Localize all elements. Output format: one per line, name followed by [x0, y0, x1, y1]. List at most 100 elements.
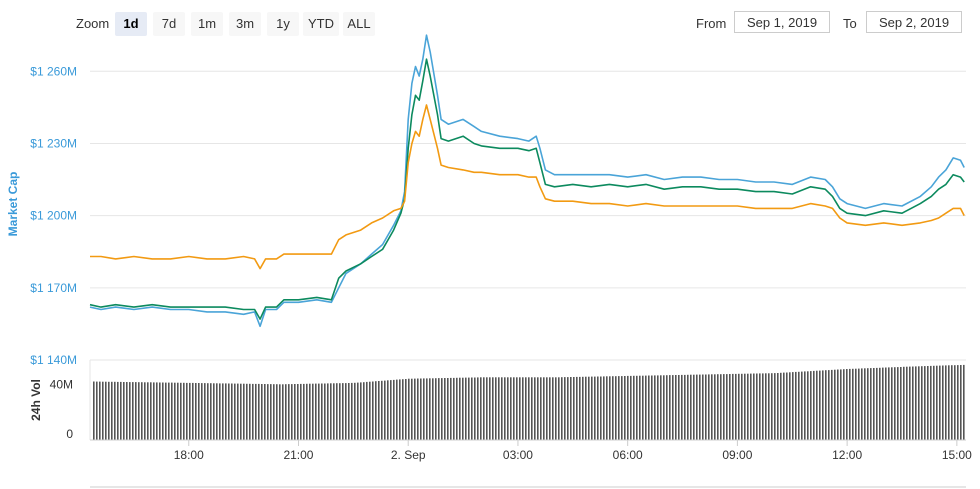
zoom-ytd-button[interactable]: YTD — [303, 12, 339, 36]
volume-bar — [108, 381, 110, 440]
zoom-1d-button[interactable]: 1d — [115, 12, 147, 36]
volume-bar — [387, 380, 389, 440]
volume-bar — [675, 375, 677, 440]
volume-bar — [186, 382, 188, 440]
volume-bar — [192, 382, 194, 440]
volume-bar — [210, 383, 212, 440]
volume-bar — [150, 382, 152, 440]
zoom-all-button[interactable]: ALL — [343, 12, 375, 36]
volume-bar — [390, 380, 392, 440]
volume-bar — [189, 382, 191, 440]
volume-bar — [894, 367, 896, 440]
volume-bar — [102, 381, 104, 440]
volume-bar — [852, 368, 854, 440]
volume-bar — [225, 383, 227, 440]
y-tick-label: $1 260M — [30, 64, 77, 78]
volume-bar — [420, 378, 422, 440]
volume-bar — [603, 376, 605, 440]
volume-bar — [444, 378, 446, 440]
to-date-input[interactable] — [866, 11, 962, 33]
volume-bar — [624, 376, 626, 440]
volume-bar — [402, 379, 404, 440]
volume-bar — [903, 366, 905, 440]
volume-bar — [774, 373, 776, 440]
volume-bar — [552, 377, 554, 440]
volume-bar — [729, 374, 731, 440]
volume-bar — [531, 377, 533, 440]
volume-bar — [735, 373, 737, 440]
volume-bar — [99, 381, 101, 440]
volume-bar — [240, 383, 242, 440]
from-date-input[interactable] — [734, 11, 830, 33]
volume-bar — [510, 377, 512, 440]
volume-bar — [897, 367, 899, 440]
volume-bar — [132, 382, 134, 440]
volume-bars — [93, 364, 965, 440]
volume-bar — [600, 376, 602, 440]
zoom-label: Zoom — [76, 16, 110, 31]
volume-bar — [888, 367, 890, 440]
zoom-1y-button[interactable]: 1y — [267, 12, 299, 36]
x-axis-ticks: 18:00 21:00 2. Sep 03:00 06:00 09:00 12:00 15:0… — [174, 440, 972, 462]
volume-bar — [786, 372, 788, 440]
volume-bar — [942, 365, 944, 440]
volume-bar — [588, 376, 590, 440]
zoom-1m-button[interactable]: 1m — [191, 12, 223, 36]
volume-bar — [519, 377, 521, 440]
volume-bar — [657, 375, 659, 440]
volume-bar — [285, 384, 287, 440]
volume-bar — [516, 377, 518, 440]
volume-bar — [537, 377, 539, 440]
volume-bar — [423, 378, 425, 440]
volume-bar — [708, 374, 710, 440]
volume-bar — [546, 377, 548, 440]
volume-bar — [693, 374, 695, 440]
volume-bar — [549, 377, 551, 440]
volume-bar — [468, 377, 470, 440]
volume-bar — [915, 366, 917, 440]
volume-bar — [507, 377, 509, 440]
volume-bar — [762, 373, 764, 440]
volume-bar — [153, 382, 155, 440]
volume-bar — [933, 365, 935, 440]
y-axis-ticks: $1 140M $1 170M $1 200M $1 230M $1 260M — [30, 64, 77, 367]
volume-bar — [213, 383, 215, 440]
volume-bar — [243, 383, 245, 440]
volume-bar — [684, 374, 686, 440]
volume-bar — [327, 383, 329, 440]
volume-bar — [924, 366, 926, 440]
volume-bar — [861, 368, 863, 440]
volume-bar — [747, 373, 749, 440]
series-line-blue — [89, 34, 965, 328]
volume-bar — [168, 382, 170, 440]
volume-bar — [780, 372, 782, 440]
volume-bar — [591, 376, 593, 440]
volume-bar — [393, 379, 395, 440]
volume-bar — [105, 381, 107, 440]
volume-bar — [198, 383, 200, 440]
volume-bar — [597, 376, 599, 440]
volume-bar — [678, 375, 680, 440]
volume-bar — [117, 381, 119, 440]
volume-bar — [930, 365, 932, 440]
volume-bar — [723, 374, 725, 440]
volume-bar — [618, 376, 620, 440]
volume-bar — [570, 377, 572, 440]
volume-bar — [870, 368, 872, 440]
volume-bar — [333, 383, 335, 440]
volume-bar — [813, 370, 815, 440]
volume-bar — [306, 383, 308, 440]
volume-bar — [396, 379, 398, 440]
zoom-7d-button[interactable]: 7d — [153, 12, 185, 36]
volume-bar — [855, 368, 857, 440]
volume-bar — [429, 378, 431, 440]
volume-bar — [354, 382, 356, 440]
volume-bar — [321, 383, 323, 440]
volume-bar — [93, 381, 95, 440]
zoom-3m-button[interactable]: 3m — [229, 12, 261, 36]
volume-bar — [606, 376, 608, 440]
volume-bar — [336, 383, 338, 440]
volume-bar — [231, 383, 233, 440]
volume-bar — [342, 383, 344, 440]
